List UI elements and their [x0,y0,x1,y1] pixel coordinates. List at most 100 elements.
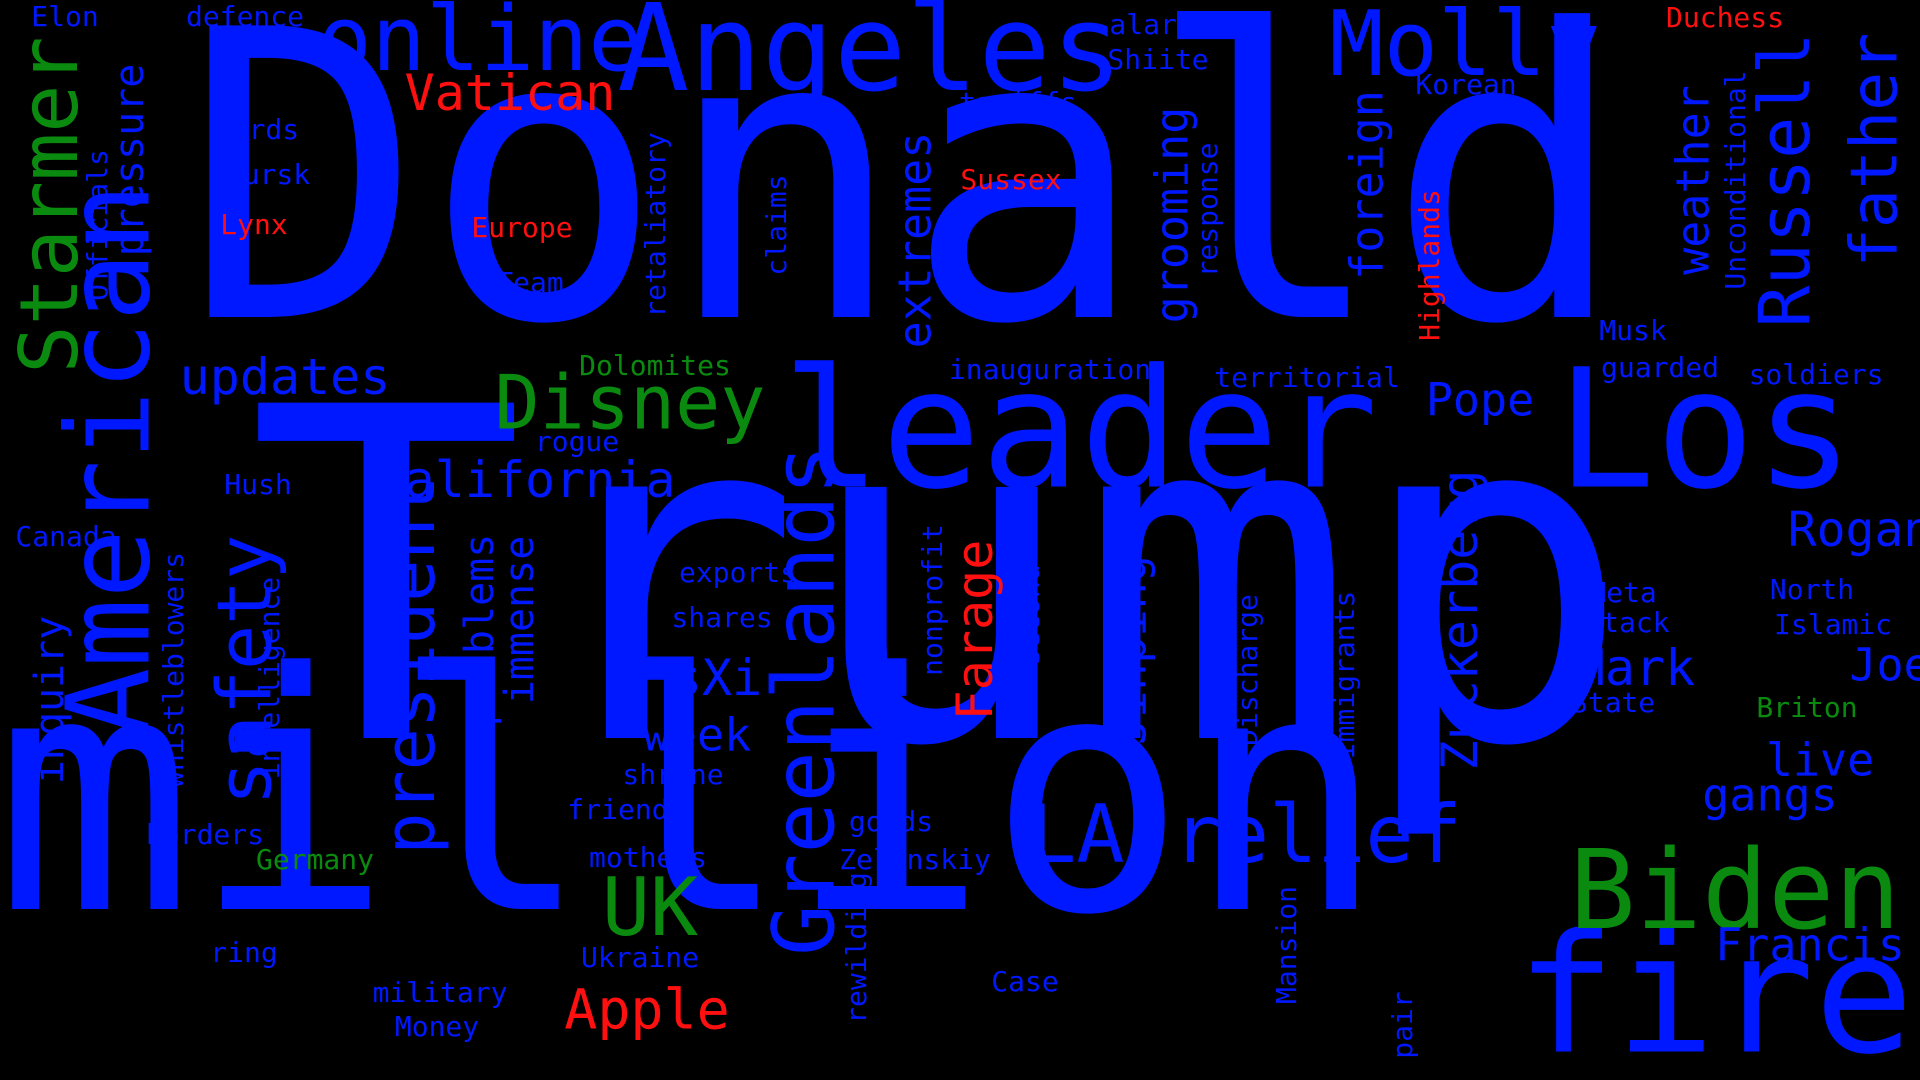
word-shiite: Shiite [1107,43,1209,76]
word-disney: Disney [494,358,766,447]
word-immigrants: Immigrants [1328,590,1361,760]
word-europe: Europe [471,211,573,244]
word-ukraine: Ukraine [580,941,700,974]
word-russell: Russell [1744,32,1826,328]
word-unconditional: Unconditional [1719,70,1752,290]
word-molly: Molly [1329,0,1601,97]
word-starmer: Starmer [3,36,96,374]
word-zuckerberg: Zuckerberg [1431,469,1489,771]
word-meta: Meta [1589,576,1657,609]
word-mothers: mothers [588,841,708,874]
word-case: Case [991,965,1059,998]
word-musk: Musk [1599,314,1667,347]
word-weather: weather [1666,85,1720,275]
word-tariffs: tariffs [958,86,1078,119]
word-mansion: Mansion [1270,885,1303,1005]
word-jinping: Jinping [1103,555,1157,745]
word-foreign: foreign [1340,90,1394,280]
word-francis: Francis [1715,918,1905,972]
word-farage: Farage [946,539,1004,721]
word-fire: fire [1516,898,1914,1080]
word-pressure: pressure [107,63,153,257]
word-korean: Korean [1415,68,1517,101]
word-money: Money [394,1010,480,1043]
word-exports: exports [678,556,798,589]
word-donald: Donald [182,0,1628,412]
word-gangs: gangs [1702,768,1838,822]
word-division: division [1234,147,1267,283]
word-zelenskiy: Zelenskiy [839,843,991,876]
word-goods: goods [848,805,934,838]
word-live: live [1765,733,1875,787]
word-defence: defence [185,0,305,33]
word-words: words [214,113,300,146]
word-trump: Trump [247,312,1633,847]
word-germany: Germany [255,843,375,876]
word-lynx: Lynx [220,208,288,241]
word-guarded: guarded [1600,351,1720,384]
word-team: Team [496,266,564,299]
word-shares: shares [671,601,773,634]
word-rewilding: rewilding [840,872,873,1024]
word-angeles: Angeles [617,0,1123,119]
word-immense: immense [497,535,543,705]
word-leader: leader [781,333,1379,526]
word-canada: Canada [15,520,117,553]
word-response: response [1191,142,1224,278]
word-million: million [0,603,1386,987]
word-mark: Mark [1574,639,1696,697]
word-claims: claims [760,174,793,276]
word-officials: Officials [81,149,114,301]
word-whistleblowers: whistleblowers [157,551,190,789]
word-syrian: Syrian [620,592,653,694]
word-pope: Pope [1425,373,1535,427]
word-attack: attack [1568,606,1670,639]
word-extremes: extremes [888,131,942,349]
word-retaliatory: retaliatory [639,132,672,318]
word-father: father [1837,32,1913,268]
word-duchess: Duchess [1665,1,1785,34]
word-borders: borders [145,818,265,851]
word-territorial: territorial [1214,361,1400,394]
word-sxi: sXi [671,649,763,707]
word-nonprofit: nonprofit [916,524,949,676]
word-second: second [1013,564,1046,666]
word-elon: Elon [31,0,99,33]
word-inauguration: inauguration [948,353,1152,386]
word-ring: ring [210,936,278,969]
word-vatican: Vatican [404,64,616,122]
word-joe: Joe [1849,638,1920,692]
word-military: military [372,976,508,1009]
word-north: North [1769,573,1855,606]
word-rogue: rogue [534,425,620,458]
word-state: State [1570,686,1656,719]
word-inquiry: inquiry [27,615,73,785]
word-california: California [374,451,676,509]
word-greenlands: Greenlands [755,444,855,956]
word-dolomites: Dolomites [579,349,731,382]
word-biden: Biden [1569,826,1901,954]
word-highlands: Highlands [1413,189,1446,341]
word-apple: Apple [564,977,730,1042]
word-discharge: Discharge [1231,594,1264,746]
word-la-relief: LA relief [1028,788,1462,881]
word-pair: pair [1386,991,1419,1059]
word-islamic: Islamic [1773,608,1893,641]
word-intelligence: intelligence [253,576,286,780]
word-uk: UK [601,861,699,954]
word-week: week [642,708,752,762]
word-shrine: shrine [622,758,724,791]
word-sussex: Sussex [960,163,1062,196]
word-friend: friend [567,793,669,826]
word-kursk: Kursk [225,158,311,191]
word-alarms: alarms [1109,8,1211,41]
word-problems: problems [457,533,503,727]
word-grooming: grooming [1145,106,1199,324]
word-president: president [369,475,451,855]
word-soldiers: soldiers [1748,358,1884,391]
word-online: online [317,0,643,92]
word-hush: Hush [224,468,292,501]
word-rogan: Rogan [1787,502,1920,558]
word-los: Los [1555,333,1855,526]
